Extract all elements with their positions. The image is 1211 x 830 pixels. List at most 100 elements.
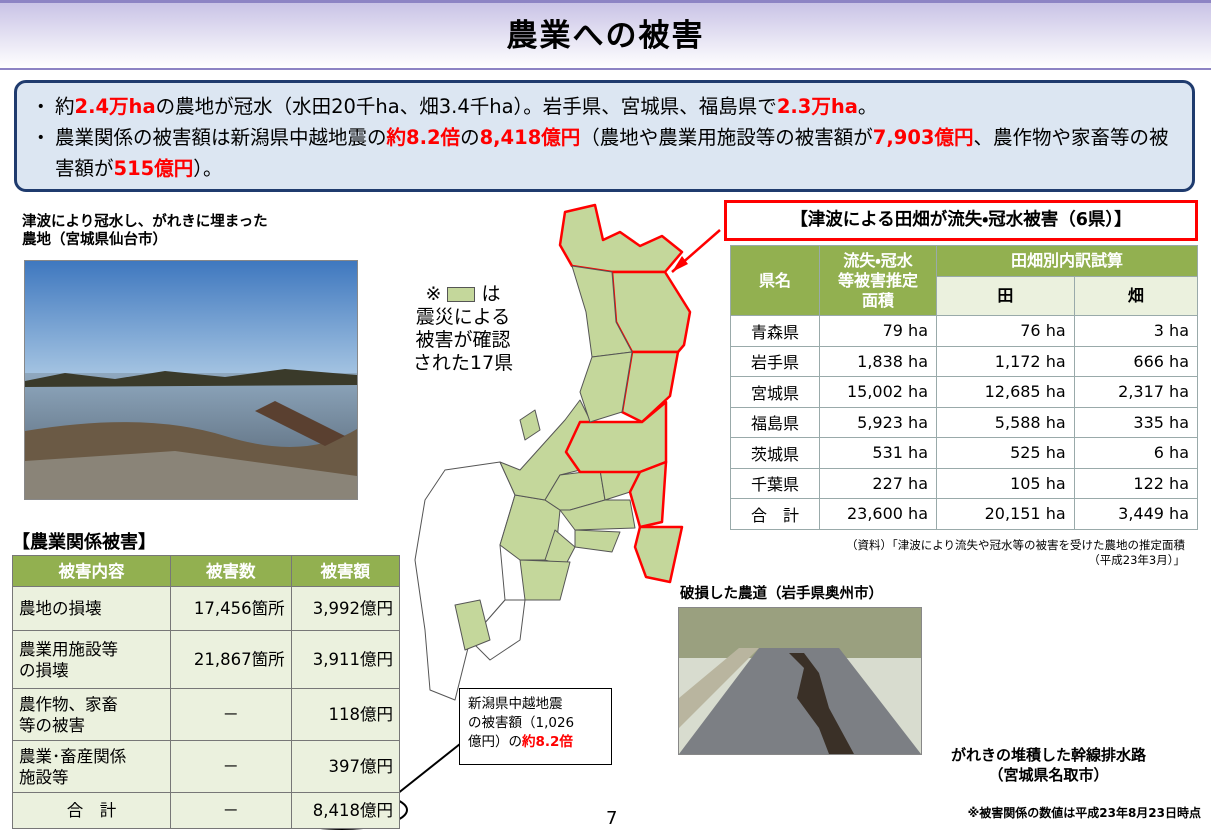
prefecture xyxy=(571,265,633,358)
cell-line: 農作物、家畜 xyxy=(19,694,118,714)
table-cell: 3 ha xyxy=(1073,315,1199,347)
text: の xyxy=(460,126,480,149)
prefecture xyxy=(628,460,668,529)
caption-line: 農地（宮城県仙台市） xyxy=(22,232,167,248)
table-cell: 千葉県 xyxy=(730,467,820,499)
prefecture xyxy=(414,461,516,701)
bullet: ・約2.4万haの農地が冠水（水田20千ha、畑3.4千ha）。岩手県、宮城県、… xyxy=(31,91,1178,122)
table-cell: 5,923 ha xyxy=(819,406,937,438)
table-cell: 農業用施設等 の損壊 xyxy=(12,630,171,689)
photo-road xyxy=(678,607,922,755)
table-cell: 3,911億円 xyxy=(290,630,401,689)
prefecture xyxy=(499,494,561,561)
table-cell: 105 ha xyxy=(936,467,1075,499)
callout-line: 新潟県中越地震 xyxy=(468,696,563,712)
table-row: 農地の損壊 17,456箇所 3,992億円 xyxy=(12,586,401,631)
table-row: 岩手県 1,838 ha 1,172 ha 666 ha xyxy=(730,345,1199,377)
table-cell: 76 ha xyxy=(936,315,1075,347)
island xyxy=(519,409,541,441)
caption-line: がれきの堆積した幹線排水路 xyxy=(950,746,1146,764)
text: 約 xyxy=(55,95,75,118)
prefecture xyxy=(558,203,684,274)
legend-line: 震災による xyxy=(415,306,511,328)
legend-swatch xyxy=(447,287,476,302)
text: の農地が冠水（水田20千ha、畑3.4千ha）。岩手県、宮城県、福島県で xyxy=(155,95,777,118)
table-cell: 5,588 ha xyxy=(936,406,1075,438)
table-cell: 17,456箇所 xyxy=(170,586,292,631)
bullet-text: 約2.4万haの農地が冠水（水田20千ha、畑3.4千ha）。岩手県、宮城県、福… xyxy=(55,91,877,122)
summary-box: ・約2.4万haの農地が冠水（水田20千ha、畑3.4千ha）。岩手県、宮城県、… xyxy=(14,80,1195,192)
header-row: 被害内容 被害数 被害額 xyxy=(12,555,401,587)
table-cell: 宮城県 xyxy=(730,376,820,408)
table-cell: 20,151 ha xyxy=(936,498,1075,530)
table-cell: 122 ha xyxy=(1073,467,1199,499)
cell-line: 等の被害 xyxy=(19,715,85,735)
source-line: （資料）「津波により流失や冠水等の被害を受けた農地の推定面積 xyxy=(845,538,1185,552)
header-cell: 田 xyxy=(936,276,1075,316)
table-cell: 531 ha xyxy=(819,437,937,469)
table-cell: － xyxy=(170,688,292,741)
header-cell: 被害内容 xyxy=(12,555,171,587)
highlight-text: 515億円 xyxy=(113,157,194,180)
caption-line: （宮城県名取市） xyxy=(988,766,1109,784)
table-cell: 合 計 xyxy=(730,498,820,530)
callout-text: 億円）の xyxy=(468,734,522,750)
table-cell: 1,172 ha xyxy=(936,345,1075,377)
cell-line: の損壊 xyxy=(19,660,69,680)
table-cell: 3,449 ha xyxy=(1073,498,1199,530)
header-cell: 流失・冠水 等被害推定 面積 xyxy=(819,245,937,316)
table-row: 農業用施設等 の損壊 21,867箇所 3,911億円 xyxy=(12,630,401,689)
text: （農地や農業用施設等の被害額が xyxy=(580,126,873,149)
table-cell: 岩手県 xyxy=(730,345,820,377)
prefecture xyxy=(544,469,606,511)
prefecture xyxy=(469,599,526,661)
legend-line: 被害が確認 xyxy=(415,329,511,351)
table-cell: 227 ha xyxy=(819,467,937,499)
header-cell: 県名 xyxy=(730,245,820,316)
arrow-head xyxy=(672,256,688,272)
legend-suffix: は xyxy=(481,283,501,305)
table-cell: 6 ha xyxy=(1073,437,1199,469)
prefecture xyxy=(579,351,633,423)
header-row: 県名 流失・冠水 等被害推定 面積 田畑別内訳試算 xyxy=(730,245,1198,316)
table-cell: 525 ha xyxy=(936,437,1075,469)
header-line: 流失・冠水 xyxy=(843,250,913,270)
table-cell: － xyxy=(170,792,292,829)
prefecture xyxy=(633,525,684,584)
table-cell: 666 ha xyxy=(1073,345,1199,377)
photo-caption: 津波により冠水し、がれきに埋まった 農地（宮城県仙台市） xyxy=(22,213,268,249)
table-row: 福島県 5,923 ha 5,588 ha 335 ha xyxy=(730,406,1199,438)
callout-highlight: 約8.2倍 xyxy=(522,734,573,750)
table-cell: 農作物、家畜 等の被害 xyxy=(12,688,171,741)
bullet-mark: ・ xyxy=(31,95,51,118)
pointer-arrow xyxy=(671,229,721,273)
prefecture xyxy=(519,559,571,601)
bullet-mark: ・ xyxy=(31,126,51,149)
highlight-text: 2.3万ha xyxy=(776,95,858,118)
table-cell: 福島県 xyxy=(730,406,820,438)
cell-line: 農業･畜産関係 xyxy=(19,746,127,766)
page-number: 7 xyxy=(606,808,618,829)
header-cell: 被害額 xyxy=(290,555,401,587)
table-cell: 335 ha xyxy=(1073,406,1199,438)
table-cell: 農業･畜産関係 施設等 xyxy=(12,740,171,793)
table-cell: 2,317 ha xyxy=(1073,376,1199,408)
photo-farmland xyxy=(24,260,358,500)
source-note: （資料）「津波により流失や冠水等の被害を受けた農地の推定面積 （平成23年3月）… xyxy=(740,538,1185,568)
header-row: 田畑 xyxy=(731,276,1199,316)
table-cell: 21,867箇所 xyxy=(170,630,292,689)
legend-head: ※ は xyxy=(388,283,538,306)
prefecture xyxy=(564,400,668,474)
damage-table: 被害内容 被害数 被害額 農地の損壊 17,456箇所 3,992億円 農業用施設等 の損壊 2… xyxy=(12,555,401,829)
title: 農業への被害 xyxy=(506,18,705,54)
table-cell: 8,418億円 xyxy=(290,792,401,829)
table-cell: 15,002 ha xyxy=(819,376,937,408)
cell-line: 施設等 xyxy=(19,767,69,787)
cell-line: 農業用施設等 xyxy=(19,639,118,659)
table-cell: 118億円 xyxy=(290,688,401,741)
callout-line: 億円）の約8.2倍 xyxy=(468,733,603,752)
prefecture xyxy=(559,499,636,531)
callout-line: の被害額（1,026 xyxy=(468,715,575,731)
table-row: 農作物、家畜 等の被害－ 118億円 xyxy=(12,688,401,741)
